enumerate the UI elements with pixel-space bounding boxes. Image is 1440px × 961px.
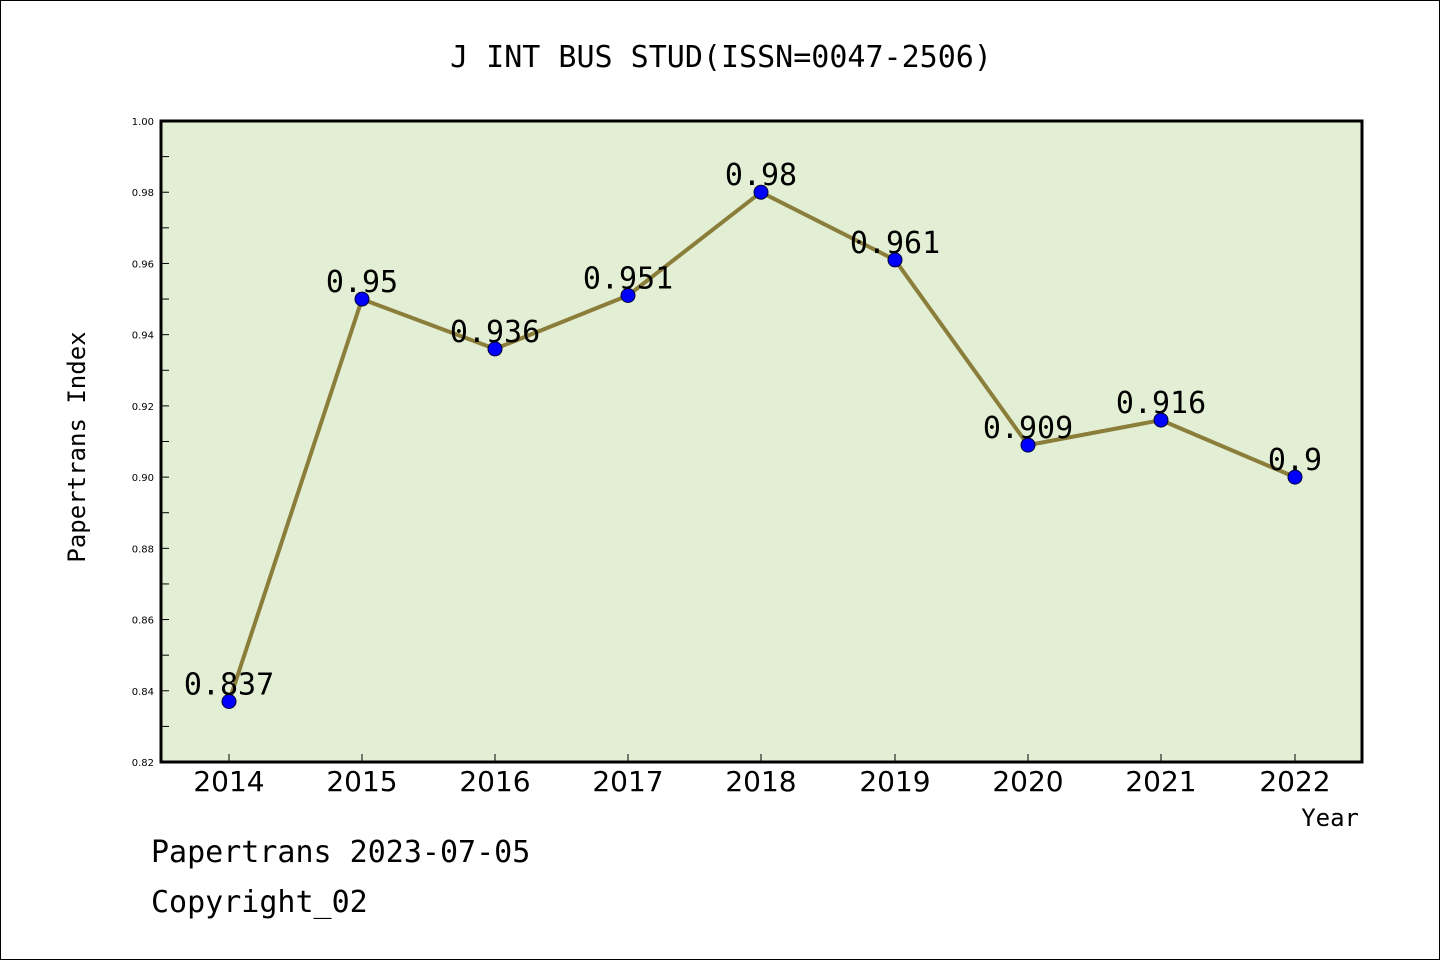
copyright-text: Copyright_02 [151,885,368,920]
x-tick-label: 2022 [1259,765,1330,798]
source-date-text: Papertrans 2023-07-05 [151,835,531,870]
data-label: 0.909 [983,411,1073,446]
y-tick-label: 0.82 [132,758,154,769]
data-label: 0.951 [583,262,673,297]
data-label: 0.98 [725,158,797,193]
data-point-marker [1153,412,1169,428]
plot-area [159,119,1364,764]
y-axis: 0.82 0.84 0.86 0.88 0.90 0.92 0.94 0.96 0.98 1.00 [132,117,169,769]
data-point-marker [753,184,769,200]
x-axis-label: Year [1301,804,1359,832]
x-tick-label: 2015 [326,765,397,798]
y-tick-label: 1.00 [132,117,154,128]
x-tick-label: 2014 [193,765,264,798]
y-tick-label: 0.96 [132,259,154,270]
x-axis: 2014 2015 2016 2017 2018 2019 2020 2021 2022 [193,754,1331,798]
series-group [221,184,1303,709]
y-tick-label: 0.86 [132,616,154,627]
x-tick-label: 2018 [725,765,796,798]
data-label: 0.961 [850,226,940,261]
y-tick-label: 0.88 [132,544,154,555]
data-label: 0.936 [450,315,540,350]
y-tick-label: 0.90 [132,473,154,484]
x-tick-label: 2016 [459,765,530,798]
data-point-marker [1287,469,1303,485]
y-tick-label: 0.94 [132,331,154,342]
x-tick-label: 2020 [992,765,1063,798]
data-label: 0.9 [1268,443,1322,478]
chart-title: J INT BUS STUD(ISSN=0047-2506) [450,40,992,75]
data-label: 0.95 [326,265,398,300]
x-tick-label: 2017 [592,765,663,798]
data-label: 0.837 [184,668,274,703]
data-point-marker [1020,437,1036,453]
data-point-marker [354,291,370,307]
y-tick-label: 0.92 [132,402,154,413]
y-tick-label: 0.98 [132,188,154,199]
x-tick-label: 2019 [859,765,930,798]
data-point-marker [487,341,503,357]
data-point-marker [221,694,237,709]
x-tick-label: 2021 [1125,765,1196,798]
y-axis-label: Papertrans Index [63,331,91,562]
data-label: 0.916 [1116,386,1206,421]
data-labels: 0.837 0.95 0.936 0.951 0.98 0.961 0.909 0.916 0.… [184,158,1322,702]
data-point-marker [887,252,903,268]
data-point-marker [620,288,636,303]
y-tick-label: 0.84 [132,687,154,698]
